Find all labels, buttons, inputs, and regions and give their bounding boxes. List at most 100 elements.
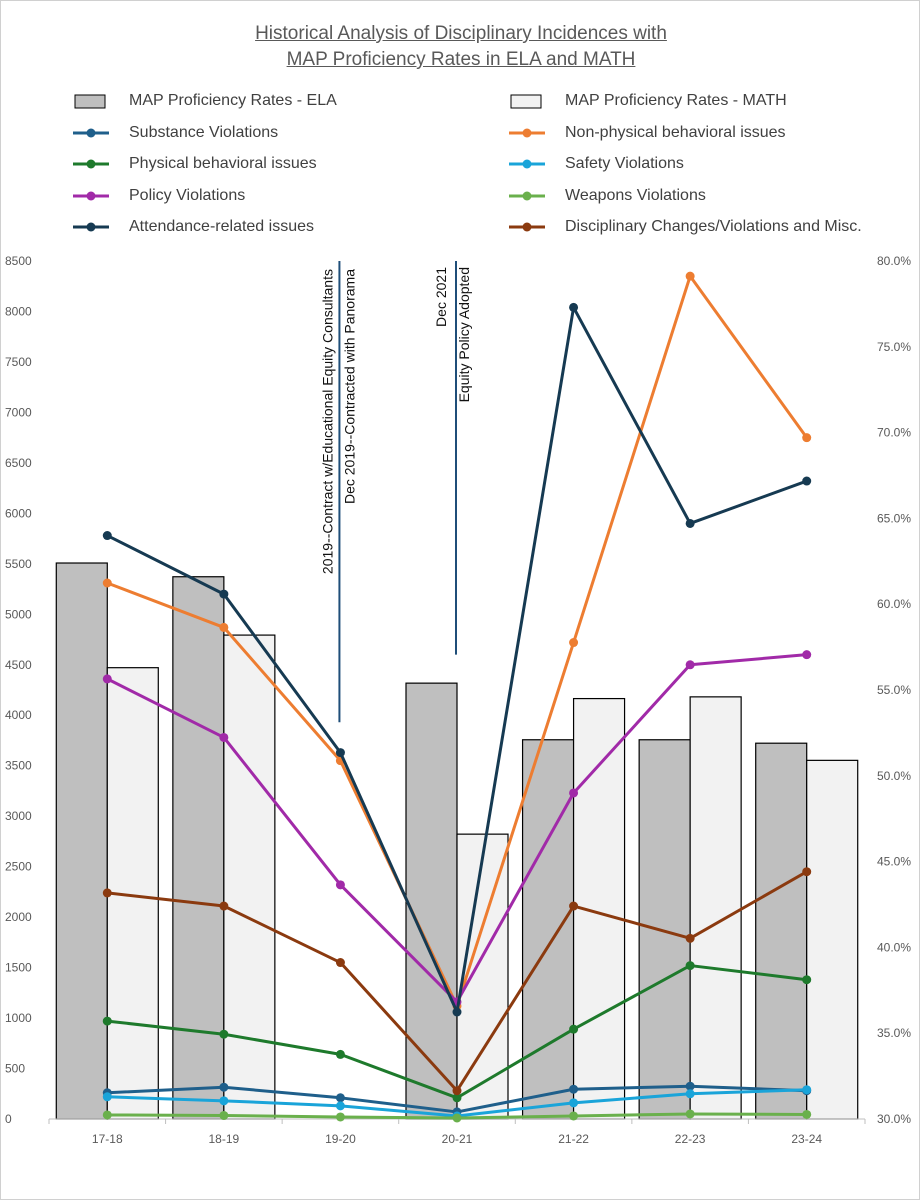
point-disciplinary-changes-violations-and-misc <box>569 901 579 911</box>
legend-swatch <box>509 90 559 112</box>
point-substance-violations <box>569 1084 579 1094</box>
legend-item-substance-violations: Substance Violations <box>73 122 278 144</box>
point-policy-violations <box>685 660 695 670</box>
legend-label: Safety Violations <box>565 155 684 172</box>
annotation-text: Equity Policy Adopted <box>456 267 472 402</box>
point-disciplinary-changes-violations-and-misc <box>452 1086 462 1096</box>
bar-map-proficiency-rates-math <box>806 759 859 1120</box>
right-axis-tick-label: 55.0% <box>877 683 911 697</box>
point-weapons-violations <box>219 1110 229 1120</box>
left-axis-tick-label: 1500 <box>5 961 32 975</box>
legend-item-weapons-violations: Weapons Violations <box>509 185 706 207</box>
x-axis-tick-label: 17-18 <box>92 1132 123 1146</box>
left-axis-tick-label: 2500 <box>5 860 32 874</box>
legend-label: MAP Proficiency Rates - ELA <box>129 92 337 109</box>
annotation-text: 2019--Contract w/Educational Equity Cons… <box>319 269 335 574</box>
left-axis-tick-label: 6500 <box>5 456 32 470</box>
point-attendance-related-issues <box>685 518 695 528</box>
annotation-text: Dec 2019--Contracted with Panorama <box>341 269 357 504</box>
left-axis-tick-label: 4500 <box>5 658 32 672</box>
bar-map-proficiency-rates-math <box>689 696 742 1120</box>
left-axis-tick-label: 2000 <box>5 910 32 924</box>
legend-item-attendance-related-issues: Attendance-related issues <box>73 216 314 238</box>
legend-label: Weapons Violations <box>565 186 706 204</box>
point-disciplinary-changes-violations-and-misc <box>102 888 112 898</box>
left-axis-tick-label: 1000 <box>5 1011 32 1025</box>
bar-map-proficiency-rates-ela <box>755 742 808 1120</box>
right-axis-tick-label: 50.0% <box>877 769 911 783</box>
legend-swatch <box>73 122 123 144</box>
point-attendance-related-issues <box>452 1007 462 1017</box>
x-axis-tick-label: 21-22 <box>558 1132 589 1146</box>
point-physical-behavioral-issues <box>219 1029 229 1039</box>
point-weapons-violations <box>102 1110 112 1120</box>
point-weapons-violations <box>685 1109 695 1119</box>
bar-map-proficiency-rates-ela <box>405 682 458 1120</box>
point-attendance-related-issues <box>335 748 345 758</box>
legend-swatch <box>73 90 123 112</box>
legend-item-physical-behavioral-issues: Physical behavioral issues <box>73 153 317 175</box>
right-axis-tick-label: 60.0% <box>877 597 911 611</box>
point-disciplinary-changes-violations-and-misc <box>335 958 345 968</box>
right-axis-tick-label: 75.0% <box>877 340 911 354</box>
point-safety-violations <box>335 1101 345 1111</box>
legend-swatch <box>73 216 123 238</box>
x-axis-tick-label: 20-21 <box>442 1132 473 1146</box>
point-policy-violations <box>569 788 579 798</box>
legend-swatch <box>509 216 559 238</box>
legend-label: Policy Violations <box>129 186 246 204</box>
left-axis-tick-label: 6000 <box>5 506 32 520</box>
left-axis-tick-label: 5500 <box>5 557 32 571</box>
right-axis-tick-label: 45.0% <box>877 855 911 869</box>
point-disciplinary-changes-violations-and-misc <box>685 933 695 943</box>
bar-map-proficiency-rates-ela <box>172 576 225 1120</box>
right-axis-tick-label: 30.0% <box>877 1112 911 1126</box>
left-axis-tick-label: 3000 <box>5 809 32 823</box>
legend-item-non-physical-behavioral-issues: Non-physical behavioral issues <box>509 122 786 144</box>
chart-title-line-1: Historical Analysis of Disciplinary Inci… <box>255 23 667 44</box>
point-physical-behavioral-issues <box>335 1049 345 1059</box>
bar-map-proficiency-rates-ela <box>638 739 691 1120</box>
left-axis-tick-label: 0 <box>5 1112 12 1126</box>
legend-label: Physical behavioral issues <box>129 155 317 172</box>
point-safety-violations <box>685 1089 695 1099</box>
point-weapons-violations <box>335 1112 345 1122</box>
point-physical-behavioral-issues <box>569 1024 579 1034</box>
annotation-text: Dec 2021 <box>433 267 449 327</box>
point-attendance-related-issues <box>219 589 229 599</box>
legend-swatch <box>509 122 559 144</box>
point-non-physical-behavioral-issues <box>685 271 695 281</box>
left-axis-tick-label: 4000 <box>5 708 32 722</box>
x-axis-tick-label: 22-23 <box>675 1132 706 1146</box>
left-axis-tick-label: 7000 <box>5 405 32 419</box>
left-axis-tick-label: 8000 <box>5 304 32 318</box>
point-attendance-related-issues <box>569 302 579 312</box>
legend-label: Substance Violations <box>129 123 279 141</box>
bar-map-proficiency-rates-math <box>223 634 276 1120</box>
point-physical-behavioral-issues <box>102 1016 112 1026</box>
right-axis-tick-label: 80.0% <box>877 254 911 268</box>
right-axis-tick-label: 70.0% <box>877 426 911 440</box>
point-safety-violations <box>219 1096 229 1106</box>
legend-label: Non-physical behavioral issues <box>565 123 786 141</box>
point-substance-violations <box>219 1082 229 1092</box>
point-physical-behavioral-issues <box>685 961 695 971</box>
legend-swatch <box>73 185 123 207</box>
x-axis-tick-label: 23-24 <box>791 1132 822 1146</box>
point-weapons-violations <box>802 1109 812 1119</box>
point-non-physical-behavioral-issues <box>219 622 229 632</box>
left-axis-tick-label: 8500 <box>5 254 32 268</box>
right-axis-tick-label: 65.0% <box>877 511 911 525</box>
point-weapons-violations <box>569 1111 579 1121</box>
point-safety-violations <box>802 1085 812 1095</box>
legend-item-map-proficiency-rates-math: MAP Proficiency Rates - MATH <box>509 90 787 112</box>
left-axis-tick-label: 5000 <box>5 607 32 621</box>
legend-item-map-proficiency-rates-ela: MAP Proficiency Rates - ELA <box>73 90 337 112</box>
point-physical-behavioral-issues <box>802 975 812 985</box>
x-axis-tick-label: 19-20 <box>325 1132 356 1146</box>
legend-item-safety-violations: Safety Violations <box>509 153 684 175</box>
legend-item-disciplinary-changes-violations-and-misc: Disciplinary Changes/Violations and Misc… <box>509 216 862 238</box>
legend-swatch <box>73 153 123 175</box>
